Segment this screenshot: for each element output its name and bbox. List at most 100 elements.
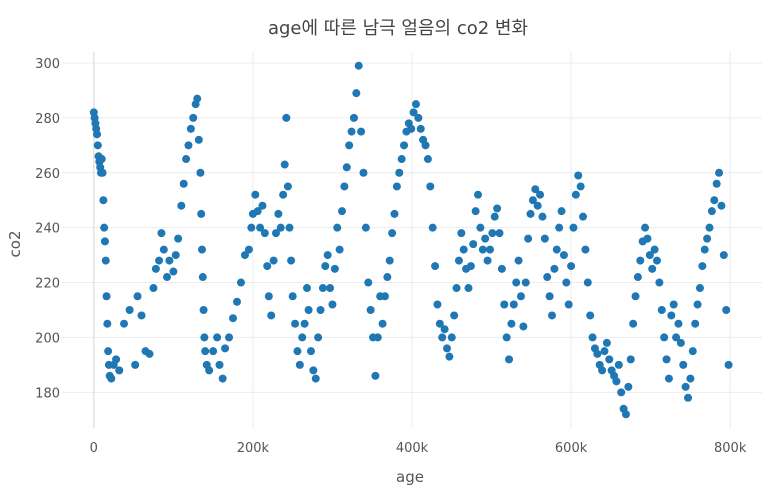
data-point bbox=[407, 124, 416, 133]
data-point bbox=[548, 311, 556, 320]
data-point bbox=[373, 333, 382, 342]
data-point bbox=[645, 251, 654, 260]
data-point bbox=[557, 207, 566, 216]
data-point bbox=[617, 388, 626, 397]
data-point bbox=[300, 319, 309, 328]
data-point bbox=[509, 300, 518, 309]
data-point bbox=[641, 223, 650, 232]
data-point bbox=[545, 292, 554, 301]
data-point bbox=[100, 223, 109, 232]
data-point bbox=[100, 237, 109, 246]
data-point bbox=[197, 209, 206, 218]
data-point bbox=[253, 207, 262, 216]
data-point bbox=[155, 256, 164, 265]
data-point bbox=[471, 207, 480, 216]
data-point bbox=[583, 278, 592, 287]
data-point bbox=[333, 223, 342, 232]
data-point bbox=[712, 179, 721, 188]
data-point bbox=[423, 155, 432, 164]
data-point bbox=[688, 347, 697, 356]
data-point bbox=[691, 319, 700, 328]
data-point bbox=[345, 141, 354, 150]
data-point bbox=[719, 251, 728, 260]
data-point bbox=[710, 196, 719, 205]
data-point bbox=[521, 278, 530, 287]
data-point bbox=[288, 292, 297, 301]
data-point bbox=[593, 349, 602, 358]
data-point bbox=[103, 319, 112, 328]
data-point bbox=[97, 155, 106, 164]
data-point bbox=[695, 284, 704, 293]
data-point bbox=[236, 278, 245, 287]
y-axis-title: co2 bbox=[6, 231, 24, 258]
data-point bbox=[256, 223, 265, 232]
data-point bbox=[626, 355, 635, 364]
data-point bbox=[698, 262, 707, 271]
data-point bbox=[390, 209, 399, 218]
data-point bbox=[276, 223, 285, 232]
data-point bbox=[443, 344, 451, 353]
data-point bbox=[280, 160, 289, 169]
data-point bbox=[454, 256, 463, 265]
data-point bbox=[247, 223, 256, 232]
data-points bbox=[89, 61, 733, 419]
y-tick-label: 300 bbox=[35, 57, 60, 72]
data-point bbox=[428, 223, 437, 232]
data-point bbox=[99, 196, 108, 205]
data-point bbox=[267, 311, 276, 320]
data-point bbox=[686, 374, 695, 383]
chart-title: age에 따른 남극 얼음의 co2 변화 bbox=[268, 18, 528, 39]
data-point bbox=[631, 292, 640, 301]
data-point bbox=[359, 168, 368, 177]
data-point bbox=[421, 141, 430, 150]
data-point bbox=[559, 251, 568, 260]
gridlines bbox=[62, 52, 762, 428]
data-point bbox=[605, 355, 614, 364]
data-point bbox=[555, 223, 564, 232]
data-point bbox=[681, 382, 690, 391]
data-point bbox=[648, 264, 657, 273]
data-point bbox=[533, 201, 542, 210]
data-point bbox=[352, 89, 361, 98]
data-point bbox=[495, 229, 504, 238]
data-point bbox=[466, 262, 475, 271]
data-point bbox=[364, 278, 373, 287]
y-tick-label: 240 bbox=[35, 222, 60, 237]
y-tick-label: 260 bbox=[35, 167, 60, 182]
data-point bbox=[131, 360, 140, 369]
data-point bbox=[318, 284, 327, 293]
data-point bbox=[314, 333, 323, 342]
data-point bbox=[93, 130, 101, 139]
data-point bbox=[662, 355, 671, 364]
data-point bbox=[395, 168, 404, 177]
data-point bbox=[102, 292, 111, 301]
data-point bbox=[321, 262, 330, 271]
data-point bbox=[101, 256, 110, 265]
data-point bbox=[165, 256, 174, 265]
data-point bbox=[201, 347, 210, 356]
data-point bbox=[330, 264, 339, 273]
data-point bbox=[416, 124, 425, 133]
data-point bbox=[171, 251, 180, 260]
data-point bbox=[264, 292, 273, 301]
data-point bbox=[660, 333, 669, 342]
data-point bbox=[567, 262, 576, 271]
data-point bbox=[629, 319, 638, 328]
data-point bbox=[184, 141, 193, 150]
data-point bbox=[378, 319, 387, 328]
data-point bbox=[536, 190, 545, 199]
data-point bbox=[459, 245, 468, 254]
data-point bbox=[579, 212, 588, 221]
data-point bbox=[538, 212, 547, 221]
data-point bbox=[225, 333, 234, 342]
data-point bbox=[186, 124, 195, 133]
data-point bbox=[519, 322, 528, 331]
y-tick-label: 280 bbox=[35, 112, 60, 127]
data-point bbox=[621, 410, 630, 419]
x-tick-label: 0 bbox=[90, 441, 98, 456]
data-point bbox=[653, 256, 661, 265]
data-point bbox=[531, 185, 540, 194]
data-point bbox=[643, 234, 652, 243]
